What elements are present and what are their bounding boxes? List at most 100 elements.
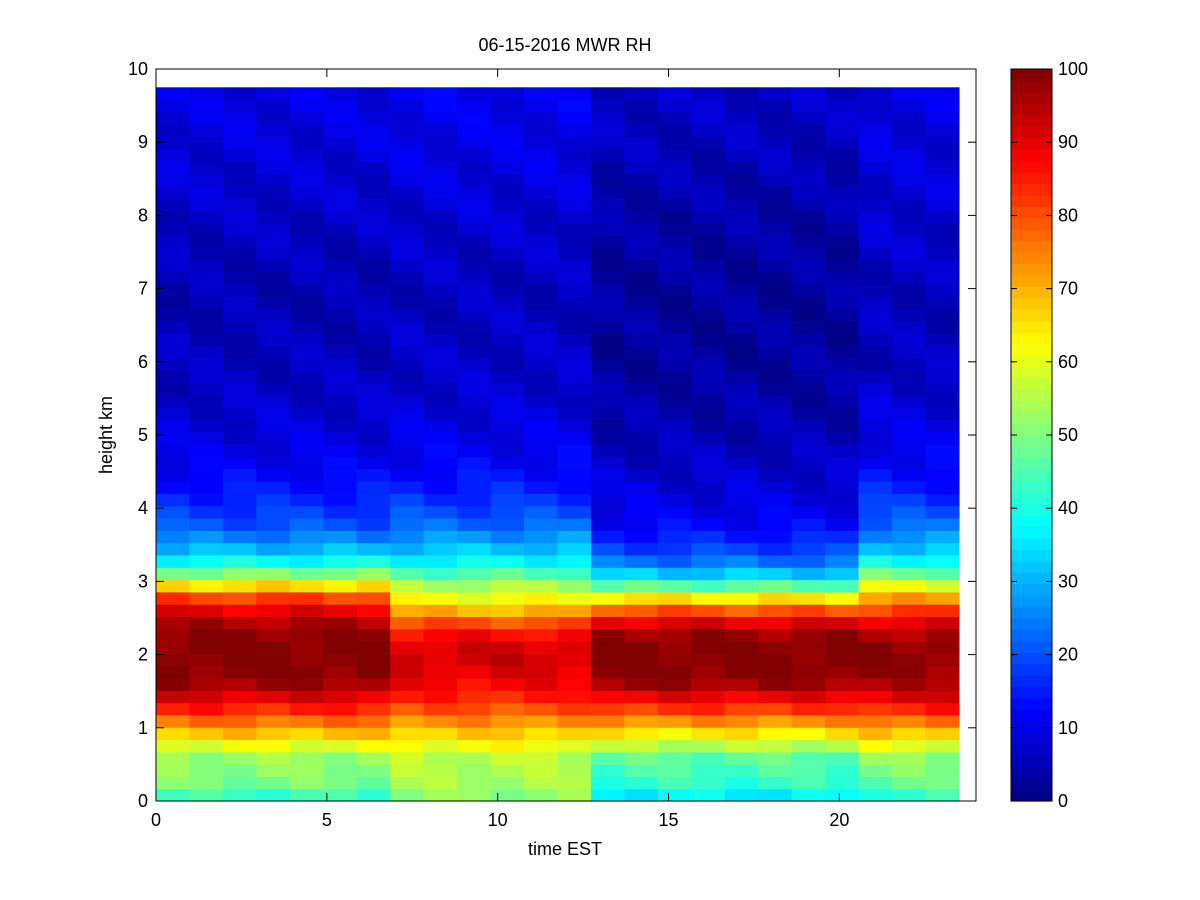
heatmap-cell — [657, 690, 692, 704]
heatmap-cell — [323, 222, 358, 236]
heatmap-cell — [524, 456, 559, 470]
heatmap-cell — [323, 690, 358, 704]
heatmap-cell — [390, 604, 425, 618]
heatmap-cell — [490, 751, 525, 765]
heatmap-cell — [624, 173, 659, 187]
heatmap-cell — [222, 517, 257, 531]
heatmap-cell — [457, 542, 492, 556]
heatmap-cell — [691, 567, 726, 581]
heatmap-cell — [189, 185, 224, 199]
heatmap-cell — [323, 641, 358, 654]
heatmap-cell — [624, 788, 659, 802]
heatmap-cell — [724, 210, 759, 224]
x-tick-label: 5 — [322, 810, 332, 830]
heatmap-cell — [858, 99, 893, 113]
heatmap-cell — [825, 111, 860, 125]
heatmap-cell — [222, 284, 257, 298]
heatmap-cell — [156, 554, 191, 568]
heatmap-cell — [557, 505, 592, 519]
heatmap-cell — [624, 87, 659, 101]
heatmap-cell — [323, 87, 358, 101]
heatmap-cell — [222, 616, 257, 630]
heatmap-cell — [925, 751, 960, 765]
colorbar-strip — [1011, 137, 1052, 150]
heatmap-cell — [724, 222, 759, 236]
colorbar-strip — [1011, 686, 1052, 699]
heatmap-cell — [524, 751, 559, 765]
heatmap-cell — [925, 419, 960, 433]
heatmap-cell — [222, 604, 257, 618]
heatmap-cell — [657, 198, 692, 211]
heatmap-cell — [858, 382, 893, 396]
heatmap-cell — [490, 321, 525, 335]
heatmap-cell — [590, 271, 625, 285]
heatmap-cell — [457, 259, 492, 273]
heatmap-cell — [825, 271, 860, 285]
heatmap-cell — [858, 173, 893, 187]
heatmap-cell — [524, 161, 559, 175]
heatmap-cell — [356, 567, 391, 581]
heatmap-cell — [691, 394, 726, 408]
heatmap-cell — [189, 788, 224, 802]
heatmap-cell — [323, 296, 358, 310]
heatmap-cell — [691, 690, 726, 704]
heatmap-cell — [490, 173, 525, 187]
heatmap-cell — [590, 234, 625, 248]
heatmap-cell — [189, 493, 224, 507]
heatmap-cell — [222, 148, 257, 162]
heatmap-cell — [156, 394, 191, 408]
heatmap-cell — [222, 641, 257, 654]
heatmap-cell — [189, 271, 224, 285]
heatmap-cell — [457, 198, 492, 211]
heatmap-cell — [289, 764, 324, 777]
heatmap-cell — [356, 751, 391, 765]
heatmap-cell — [457, 284, 492, 298]
heatmap-cell — [490, 198, 525, 211]
heatmap-cell — [858, 247, 893, 261]
heatmap-cell — [657, 653, 692, 667]
heatmap-cell — [256, 271, 291, 285]
colorbar-strip — [1011, 457, 1052, 470]
heatmap-cell — [724, 677, 759, 691]
heatmap-cell — [423, 321, 458, 335]
heatmap-cell — [524, 517, 559, 531]
heatmap-cell — [524, 247, 559, 261]
heatmap-cell — [892, 124, 927, 138]
heatmap-cell — [423, 419, 458, 433]
heatmap-cell — [892, 148, 927, 162]
heatmap-cell — [256, 148, 291, 162]
heatmap-cell — [289, 739, 324, 753]
heatmap-cell — [423, 616, 458, 630]
heatmap-cell — [256, 198, 291, 211]
y-tick-label: 1 — [138, 718, 148, 738]
heatmap-cell — [222, 628, 257, 642]
heatmap-cell — [457, 308, 492, 322]
heatmap-cell — [624, 764, 659, 777]
heatmap-cell — [156, 345, 191, 359]
heatmap-cell — [624, 358, 659, 371]
heatmap-cell — [323, 271, 358, 285]
heatmap-cell — [590, 222, 625, 236]
heatmap-cell — [323, 542, 358, 556]
heatmap-cells — [156, 87, 960, 802]
heatmap-cell — [557, 530, 592, 544]
heatmap-cell — [457, 210, 492, 224]
heatmap-cell — [323, 161, 358, 175]
heatmap-cell — [892, 345, 927, 359]
heatmap-cell — [691, 185, 726, 199]
heatmap-cell — [323, 234, 358, 248]
heatmap-cell — [825, 99, 860, 113]
heatmap-cell — [624, 161, 659, 175]
heatmap-cell — [858, 481, 893, 494]
heatmap-cell — [791, 161, 826, 175]
heatmap-cell — [524, 345, 559, 359]
colorbar-tick-label: 60 — [1058, 352, 1078, 372]
heatmap-cell — [657, 136, 692, 150]
colorbar-strip — [1011, 366, 1052, 379]
heatmap-cell — [323, 591, 358, 605]
heatmap-cell — [222, 591, 257, 605]
heatmap-cell — [825, 247, 860, 261]
heatmap-cell — [557, 554, 592, 568]
heatmap-cell — [289, 87, 324, 101]
heatmap-cell — [457, 628, 492, 642]
